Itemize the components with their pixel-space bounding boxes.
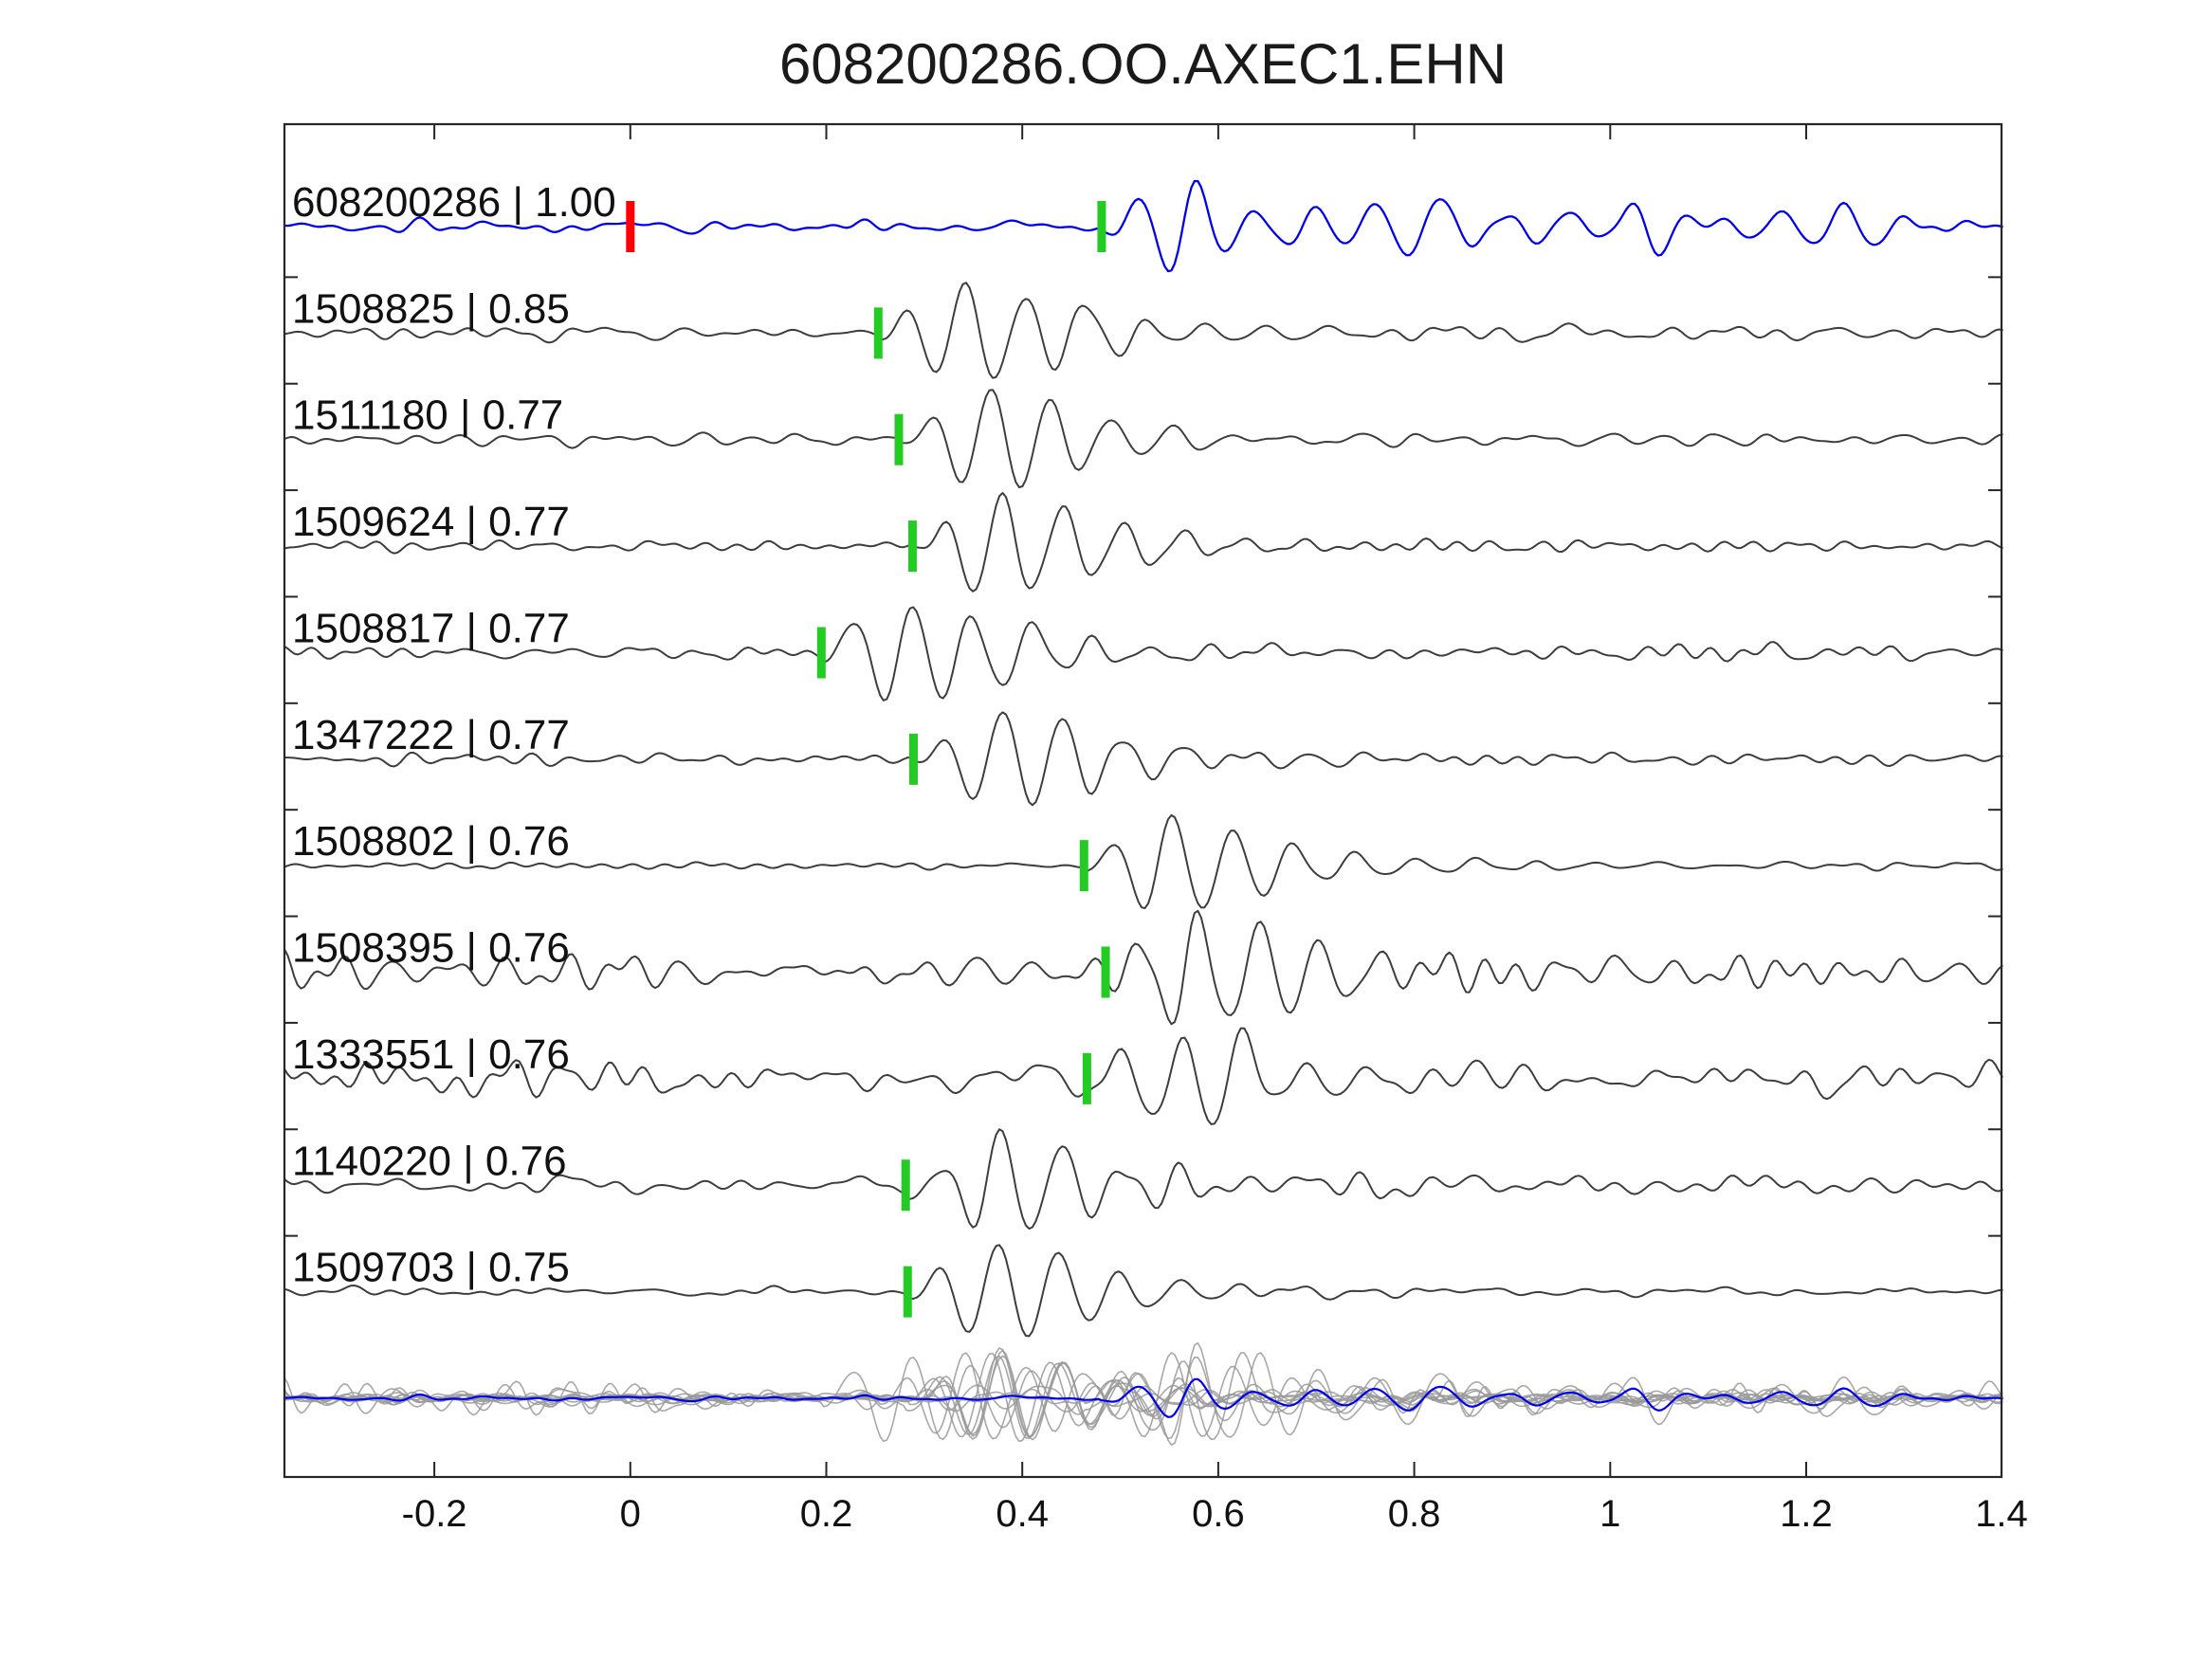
svg-text:0.6: 0.6 bbox=[1192, 1493, 1245, 1535]
svg-text:1333551 | 0.76: 1333551 | 0.76 bbox=[292, 1031, 570, 1078]
svg-text:1.4: 1.4 bbox=[1975, 1493, 2028, 1535]
svg-text:1140220 | 0.76: 1140220 | 0.76 bbox=[292, 1138, 567, 1184]
svg-text:0.2: 0.2 bbox=[800, 1493, 853, 1535]
svg-text:1509624 | 0.77: 1509624 | 0.77 bbox=[292, 499, 570, 545]
svg-text:1508825 | 0.85: 1508825 | 0.85 bbox=[292, 285, 570, 332]
svg-text:1.2: 1.2 bbox=[1780, 1493, 1833, 1535]
svg-text:1511180 | 0.77: 1511180 | 0.77 bbox=[292, 392, 563, 439]
svg-text:0.8: 0.8 bbox=[1388, 1493, 1441, 1535]
svg-text:608200286.OO.AXEC1.EHN: 608200286.OO.AXEC1.EHN bbox=[779, 32, 1507, 96]
svg-text:1509703 | 0.75: 1509703 | 0.75 bbox=[292, 1245, 570, 1291]
svg-text:1: 1 bbox=[1600, 1493, 1620, 1535]
svg-text:1508817 | 0.77: 1508817 | 0.77 bbox=[292, 605, 570, 651]
svg-text:1347222 | 0.77: 1347222 | 0.77 bbox=[292, 712, 570, 758]
svg-text:-0.2: -0.2 bbox=[402, 1493, 467, 1535]
svg-text:0.4: 0.4 bbox=[996, 1493, 1049, 1535]
svg-text:1508802 | 0.76: 1508802 | 0.76 bbox=[292, 818, 570, 865]
svg-text:608200286 | 1.00: 608200286 | 1.00 bbox=[292, 179, 616, 226]
svg-text:0: 0 bbox=[620, 1493, 641, 1535]
svg-text:1508395 | 0.76: 1508395 | 0.76 bbox=[292, 925, 570, 972]
